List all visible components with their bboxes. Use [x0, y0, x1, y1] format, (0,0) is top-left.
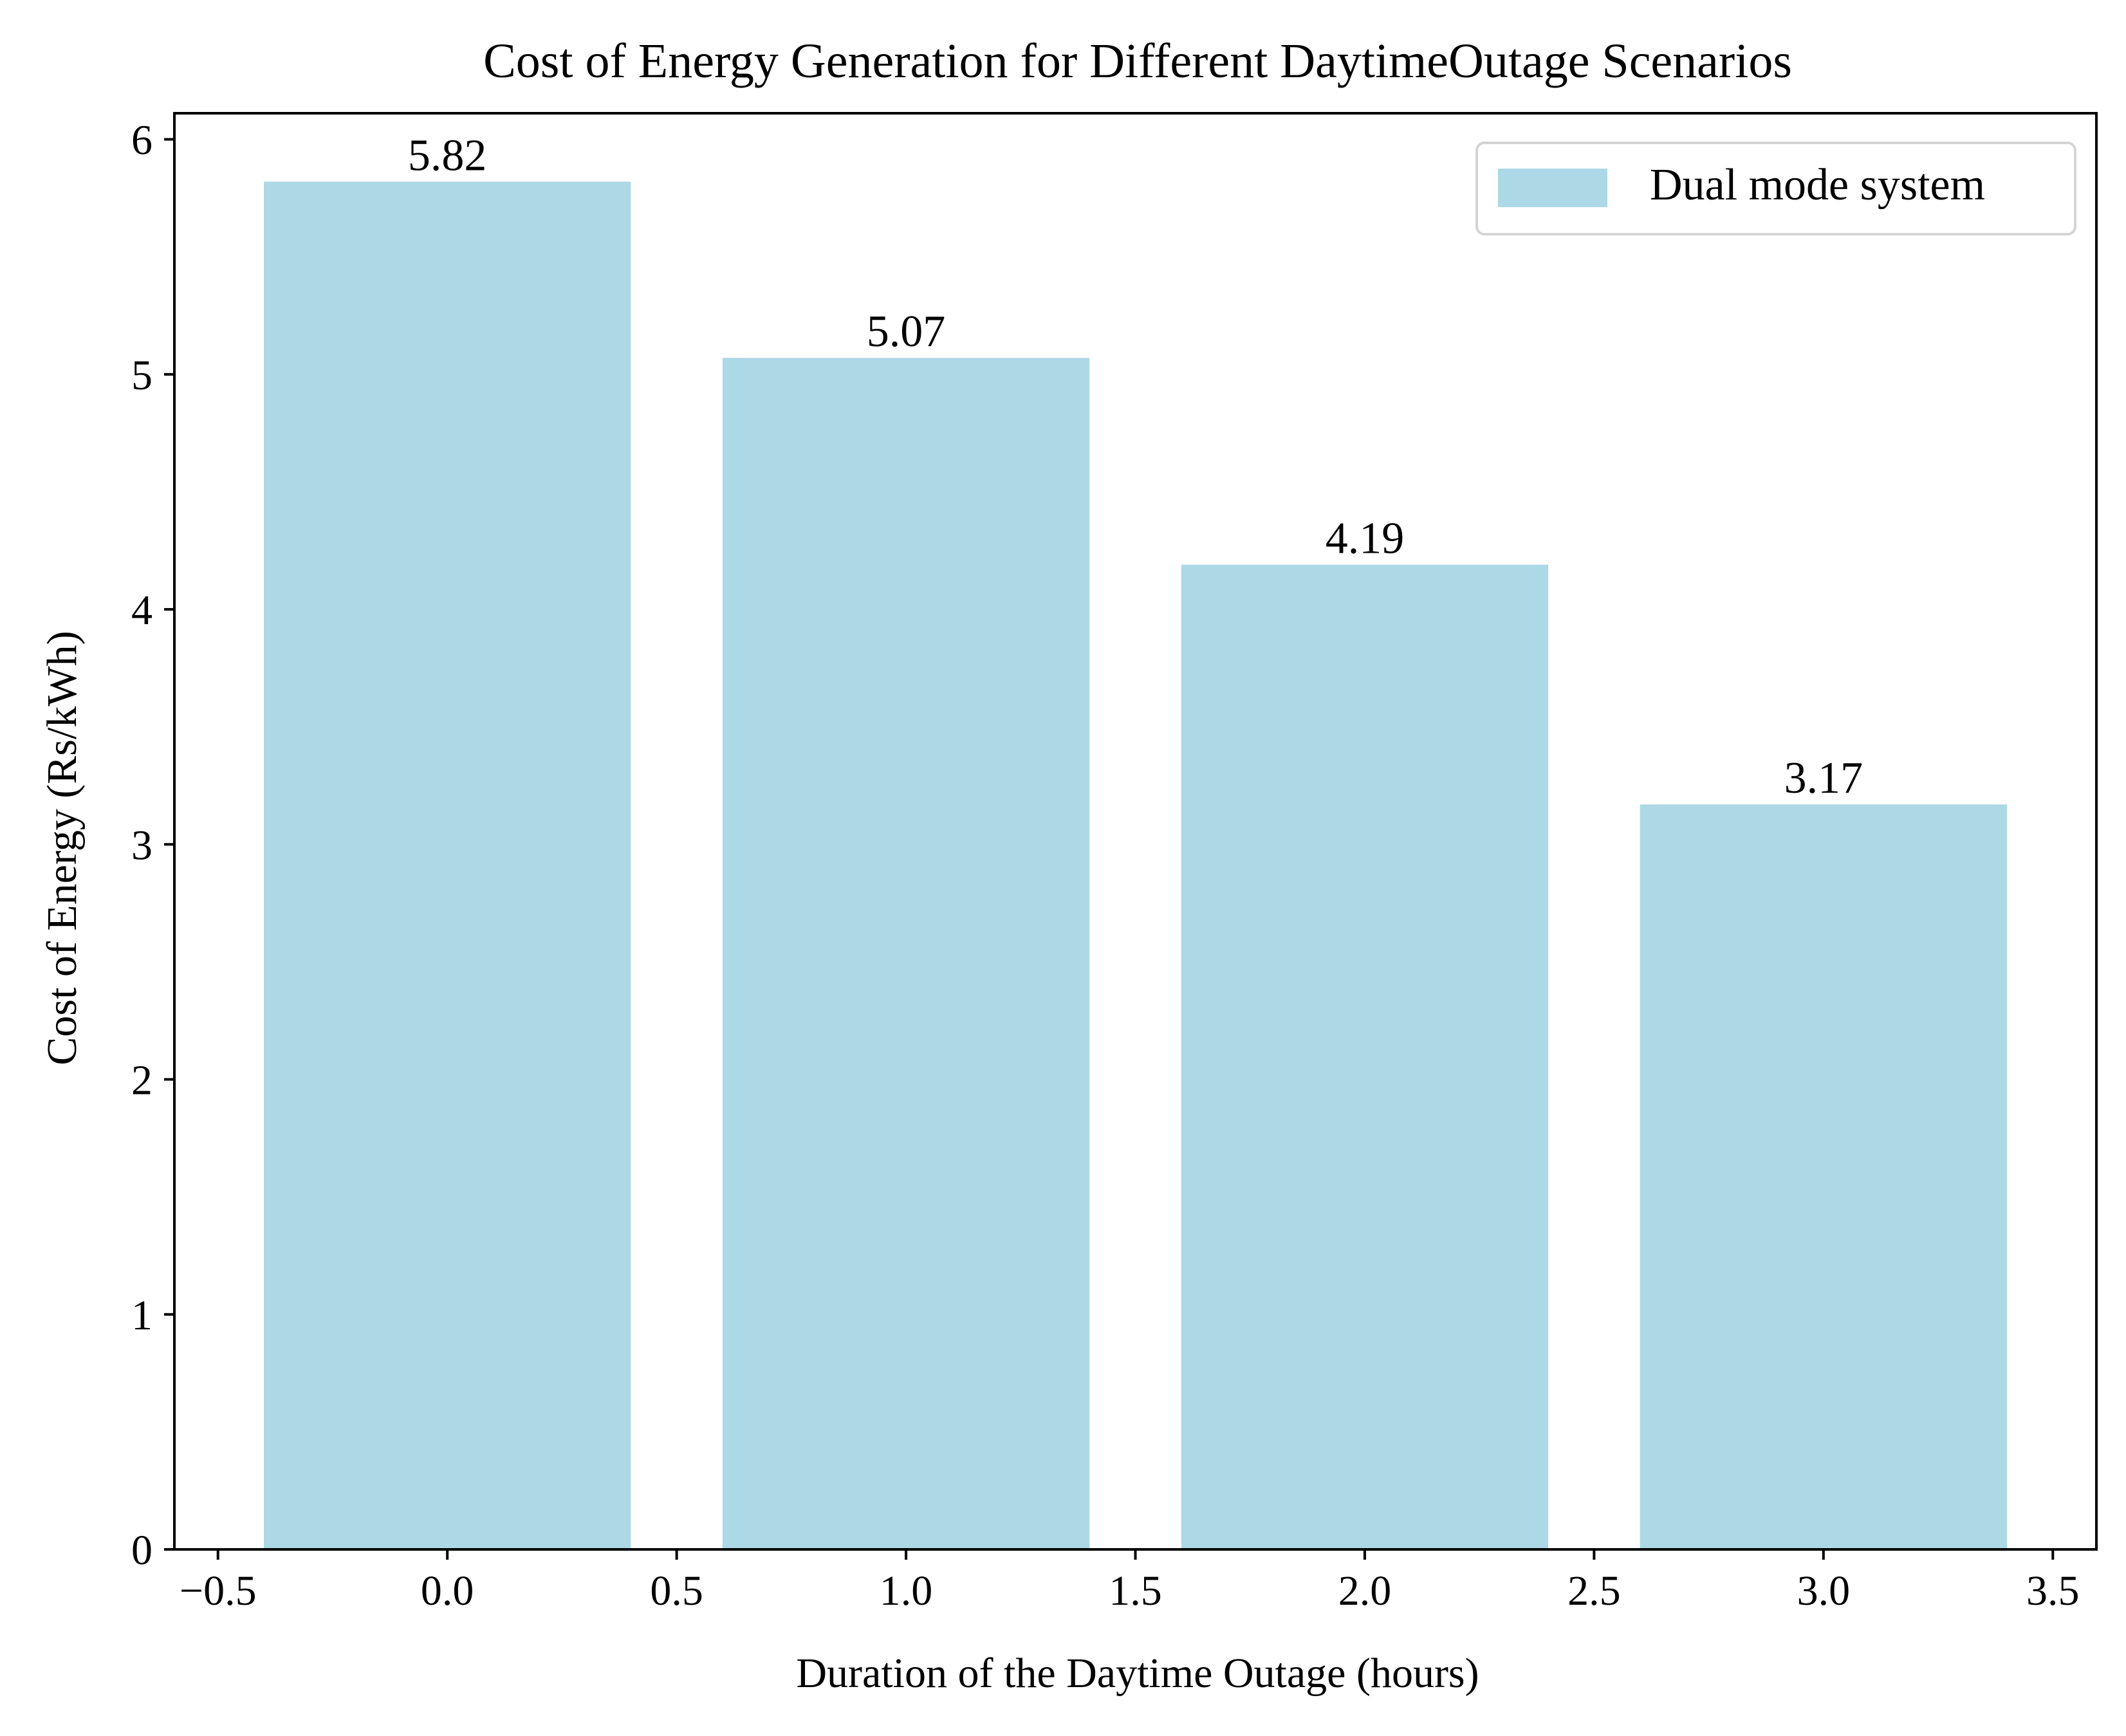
y-tick-label-3: 3 — [131, 822, 153, 869]
chart-title: Cost of Energy Generation for Different … — [483, 34, 1792, 88]
x-tick-label-5: 2.0 — [1338, 1567, 1392, 1614]
y-tick-label-0: 0 — [131, 1527, 153, 1574]
x-tick-label-7: 3.0 — [1797, 1567, 1851, 1614]
bar-value-label-2: 4.19 — [1326, 514, 1405, 564]
y-tick-label-5: 5 — [131, 352, 153, 399]
x-tick-label-8: 3.5 — [2026, 1567, 2080, 1614]
legend: Dual mode system — [1475, 142, 2076, 235]
bar-value-label-1: 5.07 — [867, 307, 946, 356]
x-tick-label-1: 0.0 — [421, 1567, 474, 1614]
y-axis-ticks: 0 1 2 3 4 5 6 — [131, 117, 174, 1574]
bar-1 — [722, 358, 1090, 1549]
bar-value-label-3: 3.17 — [1784, 753, 1863, 803]
x-tick-label-4: 1.5 — [1109, 1567, 1162, 1614]
x-axis-ticks: −0.5 0.0 0.5 1.0 1.5 2.0 2.5 3.0 3.5 — [180, 1549, 2080, 1614]
x-tick-label-3: 1.0 — [880, 1567, 933, 1614]
x-tick-label-6: 2.5 — [1567, 1567, 1621, 1614]
legend-swatch-dual-mode-system — [1498, 169, 1607, 207]
legend-label-dual-mode-system: Dual mode system — [1650, 160, 1985, 210]
bar-0 — [264, 181, 631, 1550]
y-axis-label: Cost of Energy (Rs/kWh) — [39, 631, 86, 1065]
y-tick-label-4: 4 — [131, 587, 153, 634]
bar-2 — [1181, 564, 1549, 1549]
value-labels-layer: 5.82 5.07 4.19 3.17 — [408, 131, 1863, 803]
bar-value-label-0: 5.82 — [408, 131, 487, 180]
legend-box — [1475, 142, 2076, 235]
x-tick-label-0: −0.5 — [180, 1567, 257, 1614]
bars-layer — [264, 181, 2007, 1550]
y-tick-label-1: 1 — [131, 1292, 153, 1339]
y-tick-label-2: 2 — [131, 1057, 153, 1104]
x-tick-label-2: 0.5 — [650, 1567, 703, 1614]
bar-3 — [1640, 804, 2007, 1549]
x-axis-label: Duration of the Daytime Outage (hours) — [796, 1650, 1479, 1697]
y-tick-label-6: 6 — [131, 117, 153, 164]
